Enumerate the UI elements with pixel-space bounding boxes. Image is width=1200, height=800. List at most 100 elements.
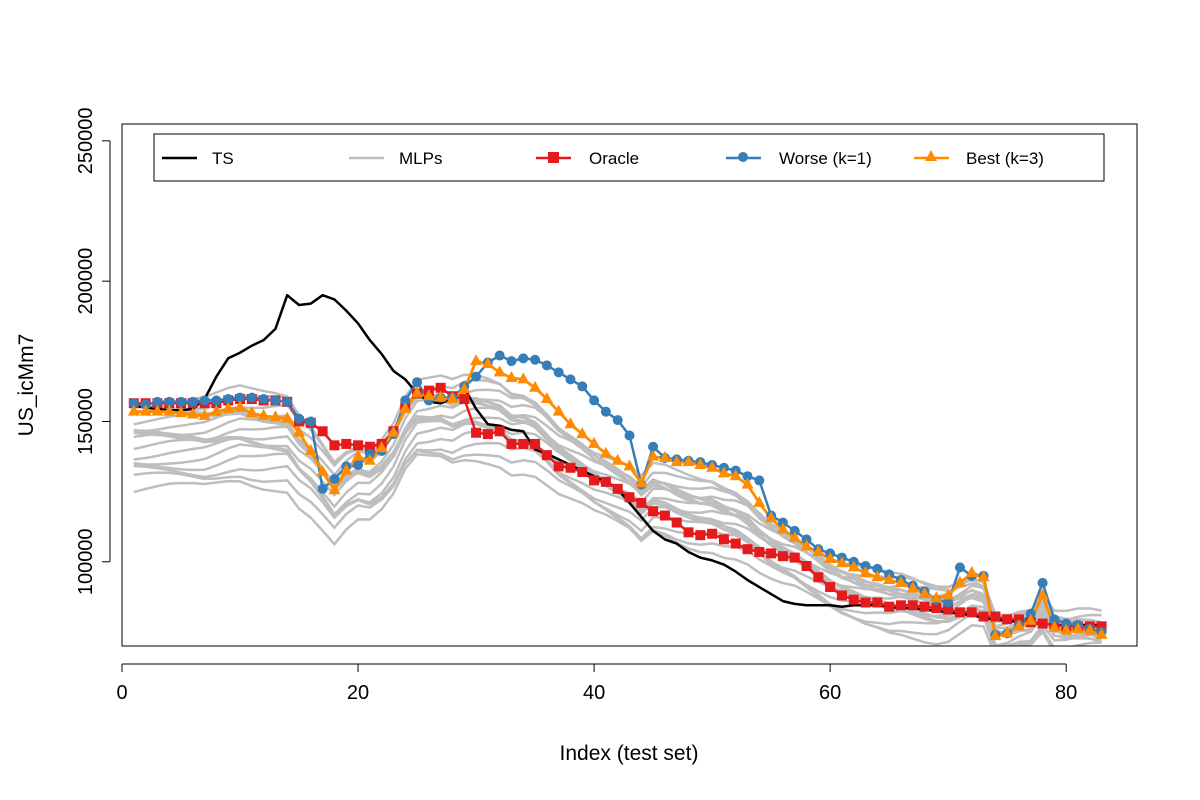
- point-oracle: [683, 527, 694, 538]
- point-best: [375, 441, 388, 453]
- point-oracle: [754, 546, 765, 557]
- point-best: [399, 401, 412, 413]
- point-oracle: [707, 528, 718, 539]
- point-worse: [494, 350, 505, 361]
- point-oracle: [671, 517, 682, 528]
- point-worse: [742, 471, 753, 482]
- point-best: [198, 408, 211, 420]
- point-oracle: [766, 548, 777, 559]
- point-oracle: [589, 475, 600, 486]
- y-tick-label: 250000: [75, 107, 97, 174]
- point-worse: [954, 562, 965, 573]
- x-tick-label: 80: [1055, 682, 1077, 704]
- point-oracle: [530, 438, 541, 449]
- point-oracle: [341, 438, 352, 449]
- point-best: [812, 544, 825, 556]
- point-oracle: [612, 483, 623, 494]
- point-best: [328, 483, 341, 495]
- x-tick-label: 60: [819, 682, 841, 704]
- point-best: [611, 453, 624, 465]
- point-oracle: [353, 440, 364, 451]
- point-worse: [140, 399, 151, 410]
- point-worse: [329, 474, 340, 485]
- point-best: [658, 450, 671, 462]
- legend: TS MLPs Oracle Worse (k=1) Best (k=3): [153, 133, 1105, 182]
- point-best: [906, 581, 919, 593]
- point-oracle: [801, 561, 812, 572]
- point-best: [753, 495, 766, 507]
- point-worse: [600, 406, 611, 417]
- point-best: [847, 560, 860, 572]
- point-best: [894, 575, 907, 587]
- point-oracle: [931, 603, 942, 614]
- point-worse: [235, 392, 246, 403]
- plot-box: [121, 123, 1138, 647]
- point-worse: [506, 356, 517, 367]
- point-best: [127, 404, 140, 416]
- point-oracle: [990, 611, 1001, 622]
- point-oracle: [954, 607, 965, 618]
- point-best: [269, 410, 282, 422]
- point-best: [175, 406, 188, 418]
- point-best: [458, 382, 471, 394]
- x-tick-label: 0: [116, 682, 127, 704]
- point-worse: [789, 525, 800, 536]
- point-oracle: [978, 611, 989, 622]
- point-worse: [353, 459, 364, 470]
- point-worse: [1025, 608, 1036, 619]
- point-best: [564, 417, 577, 429]
- point-worse: [589, 395, 600, 406]
- point-best: [517, 372, 530, 384]
- point-best: [234, 400, 247, 412]
- point-worse: [518, 353, 529, 364]
- point-worse: [577, 381, 588, 392]
- point-best: [682, 455, 695, 467]
- mlp-series-line: [133, 392, 1103, 628]
- point-best: [481, 356, 494, 368]
- legend-label-ts: TS: [212, 149, 234, 168]
- point-worse: [943, 597, 954, 608]
- point-best: [942, 588, 955, 600]
- point-best: [977, 570, 990, 582]
- point-worse: [553, 367, 564, 378]
- point-oracle: [317, 426, 328, 437]
- point-best: [1071, 622, 1084, 634]
- point-worse: [471, 371, 482, 382]
- point-worse: [541, 360, 552, 371]
- point-best: [953, 575, 966, 587]
- x-tick-label: 20: [347, 682, 369, 704]
- point-worse: [258, 394, 269, 405]
- point-best: [765, 511, 778, 523]
- point-best: [163, 404, 176, 416]
- point-best: [871, 570, 884, 582]
- x-tick-label: 40: [583, 682, 605, 704]
- point-oracle: [943, 604, 954, 615]
- point-oracle: [860, 597, 871, 608]
- legend-marker-oracle: [548, 152, 559, 163]
- point-oracle: [565, 462, 576, 473]
- point-oracle: [777, 551, 788, 562]
- point-worse: [860, 561, 871, 572]
- point-best: [186, 407, 199, 419]
- point-oracle: [636, 497, 647, 508]
- point-oracle: [695, 530, 706, 541]
- point-oracle: [577, 467, 588, 477]
- legend-label-oracle: Oracle: [589, 149, 639, 168]
- y-tick-label: 200000: [75, 248, 97, 315]
- point-best: [540, 392, 553, 404]
- point-oracle: [718, 534, 729, 545]
- point-worse: [412, 377, 423, 388]
- point-oracle: [848, 594, 859, 605]
- point-worse: [872, 563, 883, 574]
- legend-marker-worse: [738, 152, 748, 162]
- point-oracle: [648, 506, 659, 517]
- point-best: [776, 522, 789, 534]
- point-best: [281, 411, 294, 423]
- point-best: [387, 425, 400, 437]
- point-worse: [777, 517, 788, 528]
- point-best: [422, 389, 435, 401]
- point-worse: [400, 395, 411, 406]
- point-oracle: [518, 438, 529, 449]
- point-worse: [199, 395, 210, 406]
- point-best: [965, 566, 978, 578]
